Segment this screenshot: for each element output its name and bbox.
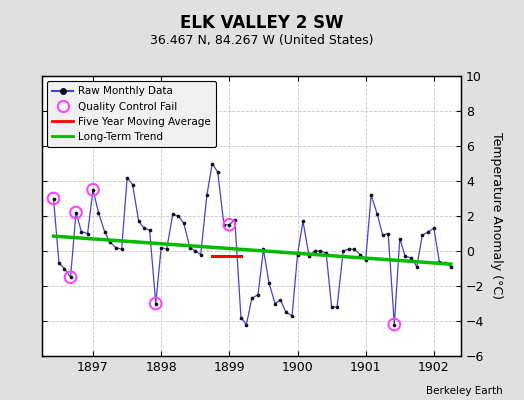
Point [157, 244, 166, 251]
Point [242, 321, 250, 328]
Point [128, 181, 137, 188]
Point [67, 274, 75, 280]
Point [271, 300, 279, 307]
Point [162, 246, 171, 252]
Point [259, 246, 268, 252]
Point [72, 209, 80, 216]
Point [208, 160, 216, 167]
Point [151, 300, 160, 307]
Point [89, 186, 97, 193]
Point [412, 264, 421, 270]
Point [55, 260, 63, 266]
Point [77, 228, 85, 235]
Point [101, 228, 109, 235]
Point [214, 169, 222, 176]
Point [418, 232, 427, 238]
Text: ELK VALLEY 2 SW: ELK VALLEY 2 SW [180, 14, 344, 32]
Point [299, 218, 307, 224]
Point [254, 292, 262, 298]
Point [140, 225, 148, 232]
Point [225, 222, 234, 228]
Point [322, 250, 330, 256]
Point [106, 239, 114, 246]
Point [180, 220, 188, 226]
Y-axis label: Temperature Anomaly (°C): Temperature Anomaly (°C) [490, 132, 503, 300]
Point [146, 227, 154, 233]
Point [441, 260, 450, 266]
Text: Berkeley Earth: Berkeley Earth [427, 386, 503, 396]
Point [373, 211, 381, 218]
Point [231, 216, 239, 223]
Point [174, 213, 182, 219]
Point [310, 248, 319, 254]
Point [185, 244, 194, 251]
Point [339, 248, 347, 254]
Point [203, 192, 211, 198]
Point [191, 248, 200, 254]
Point [288, 312, 296, 319]
Point [49, 195, 58, 202]
Point [396, 236, 404, 242]
Point [407, 255, 416, 261]
Point [362, 256, 370, 263]
Point [72, 209, 80, 216]
Point [344, 246, 353, 252]
Point [293, 251, 302, 258]
Point [390, 321, 399, 328]
Point [135, 218, 143, 224]
Point [49, 195, 58, 202]
Point [276, 297, 285, 303]
Point [83, 230, 92, 237]
Point [350, 246, 358, 252]
Point [237, 314, 245, 321]
Point [367, 192, 375, 198]
Point [94, 209, 103, 216]
Point [60, 265, 69, 272]
Point [401, 253, 409, 260]
Point [225, 222, 234, 228]
Point [424, 228, 433, 235]
Point [151, 300, 160, 307]
Point [305, 253, 313, 260]
Point [117, 246, 126, 252]
Point [169, 211, 177, 218]
Point [89, 186, 97, 193]
Point [384, 230, 392, 237]
Point [196, 251, 205, 258]
Point [123, 174, 132, 181]
Point [333, 304, 341, 310]
Point [446, 264, 455, 270]
Point [220, 222, 228, 228]
Point [67, 274, 75, 280]
Point [435, 258, 443, 265]
Point [378, 232, 387, 238]
Text: 36.467 N, 84.267 W (United States): 36.467 N, 84.267 W (United States) [150, 34, 374, 47]
Point [265, 279, 273, 286]
Point [328, 304, 336, 310]
Legend: Raw Monthly Data, Quality Control Fail, Five Year Moving Average, Long-Term Tren: Raw Monthly Data, Quality Control Fail, … [47, 81, 216, 147]
Point [282, 309, 290, 316]
Point [390, 321, 399, 328]
Point [248, 295, 256, 302]
Point [356, 251, 364, 258]
Point [316, 248, 324, 254]
Point [430, 225, 438, 232]
Point [111, 244, 119, 251]
